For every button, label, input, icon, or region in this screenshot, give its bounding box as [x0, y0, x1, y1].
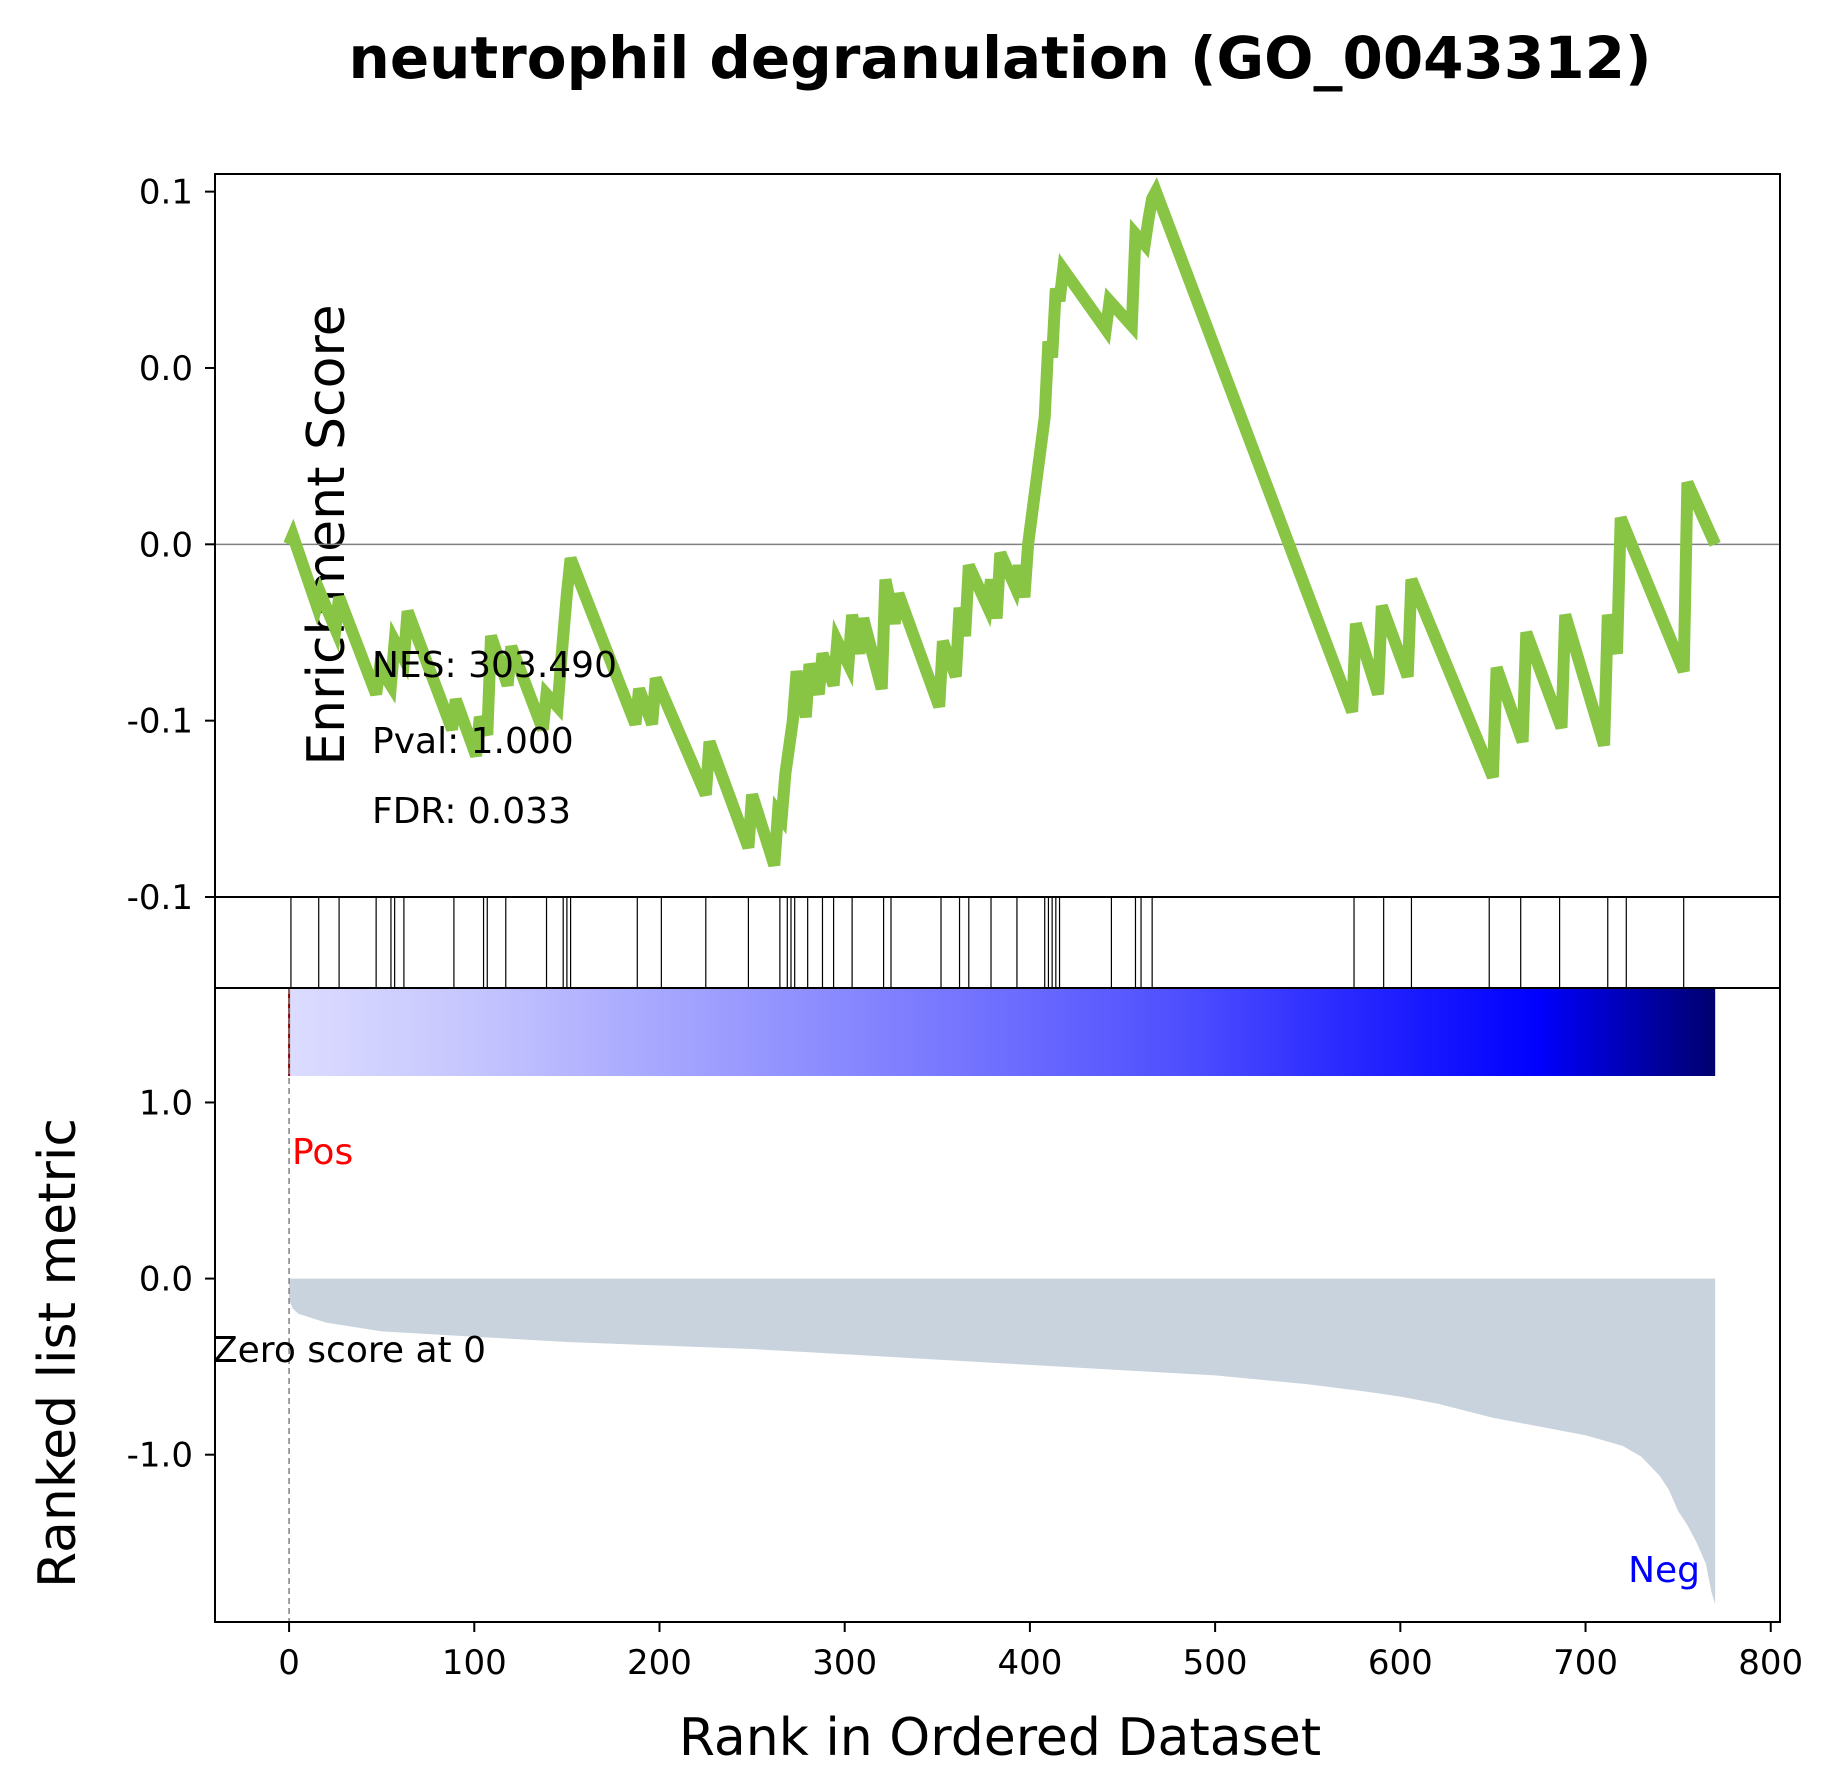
x-tick-label: 300 [812, 1643, 877, 1683]
es-panel-frame [214, 173, 1781, 898]
metric-panel-frame [214, 987, 1781, 1623]
zero-score-label: Zero score at 0 [213, 1330, 486, 1371]
x-tick-label: 500 [1183, 1643, 1248, 1683]
x-tick-label: 200 [627, 1643, 692, 1683]
fdr-annotation: FDR: 0.033 [372, 791, 571, 832]
x-tick-label: 800 [1738, 1643, 1803, 1683]
x-tick-label: 400 [997, 1643, 1062, 1683]
es-y-tick-label: 0.1 [139, 173, 193, 213]
rank-heatmap-bar [289, 988, 1716, 1076]
metric-y-axis-label: Ranked list metric [28, 1118, 88, 1588]
x-tick-label: 600 [1368, 1643, 1433, 1683]
x-tick-label: 700 [1553, 1643, 1618, 1683]
metric-area [289, 1278, 1716, 1605]
metric-y-ticks: 1.0 0.0 -1.0 [127, 1083, 215, 1476]
chart-title: neutrophil degranulation (GO_0043312) [349, 24, 1652, 92]
metric-y-tick-label: 1.0 [139, 1083, 193, 1123]
hits-panel-frame [214, 896, 1781, 989]
metric-panel: 1.0 0.0 -1.0 Pos Neg Zero score at 0 [127, 987, 1781, 1623]
es-series-line [283, 177, 1721, 868]
neg-label: Neg [1628, 1550, 1700, 1591]
es-y-ticks: 0.1 0.0 0.0 -0.1 -0.1 [127, 173, 215, 918]
hit-lines [290, 897, 1685, 988]
x-tick-label: 0 [278, 1643, 300, 1683]
es-y-tick-label: 0.0 [139, 525, 193, 565]
es-y-tick-label: -0.1 [127, 878, 193, 918]
x-axis-label: Rank in Ordered Dataset [679, 1708, 1321, 1768]
es-y-tick-label: -0.1 [127, 702, 193, 742]
nes-annotation: NES: 303.490 [372, 645, 617, 686]
es-stats-annotations: NES: 303.490 Pval: 1.000 FDR: 0.033 [372, 645, 617, 832]
metric-y-tick-label: -1.0 [127, 1436, 193, 1476]
es-panel: 0.1 0.0 0.0 -0.1 -0.1 NES: 303.490 Pval: 1.0… [127, 173, 1781, 918]
es-y-axis-label: Enrichment Score [297, 304, 357, 765]
pval-annotation: Pval: 1.000 [372, 721, 574, 762]
hits-panel [214, 896, 1781, 989]
es-y-tick-label: 0.0 [139, 349, 193, 389]
x-axis-ticks: 0 100 200 300 400 500 600 700 800 [278, 1622, 1803, 1683]
metric-y-tick-label: 0.0 [139, 1260, 193, 1300]
x-tick-label: 100 [442, 1643, 507, 1683]
pos-label: Pos [292, 1132, 353, 1173]
